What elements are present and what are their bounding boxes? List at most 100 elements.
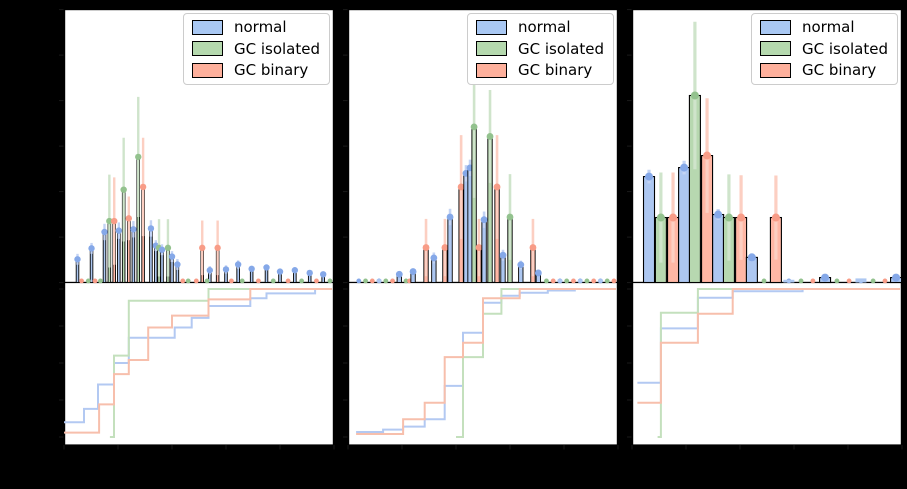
legend: normal GC isolated GC binary	[750, 13, 898, 85]
baseline-dot-isolated	[761, 278, 767, 284]
legend-swatch-gc-isolated-icon	[475, 41, 507, 57]
baseline-dot-isolated	[870, 278, 876, 284]
cdf-line-isolated	[109, 288, 332, 438]
baseline-dot-binary	[285, 278, 291, 284]
bar-top-marker-binary	[214, 244, 221, 252]
axis-ticks	[343, 9, 619, 450]
bar-top-marker-binary	[457, 183, 465, 191]
legend-label-normal: normal	[801, 18, 855, 36]
cdf-lines	[64, 288, 332, 438]
baseline-dot-binary	[882, 278, 888, 284]
baseline-dot-isolated	[403, 278, 409, 284]
baseline-dot-isolated	[270, 278, 276, 284]
cdf-line-normal	[64, 288, 332, 424]
legend-swatch-gc-binary-icon	[191, 62, 223, 78]
bar-top-marker-normal	[395, 270, 403, 278]
legend-entry-gc-binary: GC binary	[191, 62, 320, 79]
bar-top-marker-normal	[206, 267, 213, 274]
axis-ticks	[59, 9, 335, 450]
bar-top-marker-binary	[737, 213, 746, 222]
baseline-dot-binary	[92, 278, 98, 284]
baseline-dot-binary	[193, 278, 199, 284]
baseline-dot-binary	[611, 278, 617, 284]
bar-top-marker-normal	[517, 261, 525, 269]
legend-swatch-gc-isolated-icon	[191, 41, 223, 57]
baseline-dot-isolated	[544, 278, 549, 284]
bar-top-marker-normal	[174, 261, 181, 268]
bar-top-marker-binary	[493, 183, 501, 191]
bar-normal	[481, 219, 487, 283]
baseline-dot-binary	[79, 278, 84, 284]
bar-top-marker-binary	[475, 244, 483, 251]
baseline-dot-binary	[229, 278, 234, 284]
legend-entry-gc-binary: GC binary	[475, 61, 604, 79]
legend-swatch-gc-binary-icon	[475, 62, 507, 78]
legend: normal GC isolated GC binary	[182, 13, 330, 85]
bar-top-marker-binary	[441, 244, 449, 251]
bar-top-marker-normal	[248, 265, 255, 273]
bar-top-marker-normal	[74, 256, 81, 263]
baseline-dot-isolated	[834, 278, 840, 284]
histogram-bars	[356, 55, 617, 284]
bar-top-marker-normal	[499, 251, 507, 259]
baseline-dot-isolated	[327, 278, 333, 284]
baseline-dot-binary	[810, 278, 816, 284]
bar-top-marker-binary	[111, 217, 118, 225]
legend-swatch-normal-icon	[191, 19, 223, 35]
cdf-lines	[356, 288, 616, 438]
cdf-axes	[632, 281, 902, 446]
bar-top-marker-normal	[430, 254, 438, 262]
bar-top-marker-normal	[320, 271, 327, 278]
bar-top-marker-isolated	[106, 217, 113, 225]
bar-top-marker-isolated	[135, 153, 142, 161]
baseline-dot-binary	[180, 278, 186, 284]
bar-top-marker-normal	[234, 261, 242, 268]
bar-top-marker-binary	[771, 213, 780, 222]
baseline-dot-isolated	[239, 278, 245, 284]
bar-top-marker-normal	[714, 210, 723, 219]
bar-top-marker-normal	[147, 225, 155, 232]
baseline-dot-isolated	[363, 278, 368, 284]
baseline-dot-isolated	[98, 278, 103, 284]
bar-top-marker-isolated	[164, 244, 172, 252]
bar-top-marker-binary	[139, 183, 147, 191]
legend-label-gc-binary: GC binary	[801, 61, 877, 79]
bar-normal	[678, 167, 691, 284]
bar-normal	[447, 216, 453, 283]
bar-top-marker-binary	[422, 244, 430, 251]
baseline-dot-isolated	[584, 278, 590, 284]
legend-entry-gc-isolated: GC isolated	[191, 39, 320, 58]
baseline-dot-binary	[314, 278, 319, 284]
panel-1: normal GC isolated GC binary	[59, 9, 335, 450]
panel-3: normal GC isolated GC binary	[627, 9, 903, 450]
bar-top-marker-isolated	[506, 213, 514, 221]
legend-label-gc-isolated: GC isolated	[233, 39, 320, 58]
histogram-bars	[74, 96, 333, 284]
cdf-line-binary	[637, 288, 900, 404]
legend-label-gc-binary: GC binary	[517, 61, 593, 79]
legend: normal GC isolated GC binary	[466, 13, 614, 85]
cdf-lines	[637, 288, 900, 438]
legend-entry-gc-isolated: GC isolated	[759, 40, 888, 58]
bar-top-marker-binary	[125, 215, 132, 222]
bar-top-marker-normal	[747, 253, 756, 262]
legend-label-normal: normal	[517, 18, 571, 36]
baseline-dot-binary	[591, 278, 597, 284]
bar-top-marker-binary	[703, 151, 712, 160]
histogram-bars	[642, 21, 903, 284]
bar-top-marker-normal	[306, 269, 313, 277]
bar-top-marker-isolated	[120, 186, 127, 193]
legend-swatch-normal-icon	[759, 19, 791, 35]
bar-top-marker-normal	[680, 163, 689, 172]
bar-top-marker-binary	[529, 244, 537, 251]
bar-top-marker-normal	[534, 269, 542, 277]
bar-top-marker-normal	[263, 264, 270, 271]
baseline-dot-isolated	[604, 278, 610, 284]
legend-entry-normal: normal	[475, 18, 604, 36]
bar-normal	[154, 245, 158, 283]
legend-swatch-gc-binary-icon	[759, 62, 791, 78]
bar-top-marker-normal	[222, 266, 230, 273]
baseline-dot-isolated	[85, 278, 91, 284]
bar-top-marker-normal	[645, 172, 654, 181]
